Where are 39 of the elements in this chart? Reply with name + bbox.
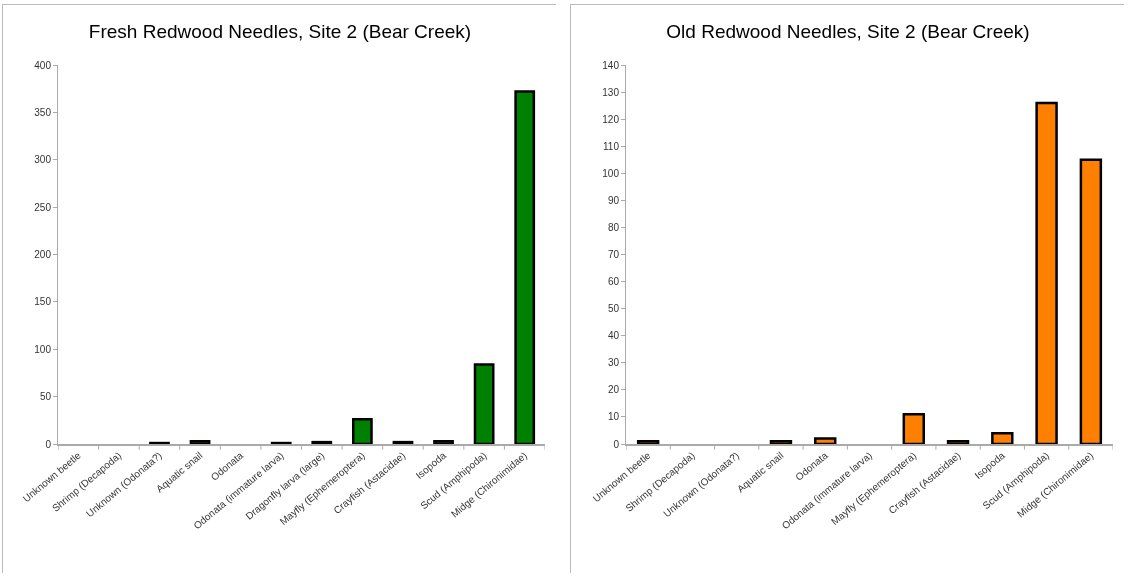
bar — [351, 418, 373, 444]
y-tick-label: 60 — [607, 276, 620, 288]
bar — [473, 363, 495, 444]
bar — [991, 431, 1014, 444]
bar — [1035, 101, 1058, 444]
y-tick-label: 50 — [607, 303, 620, 315]
y-tick-label: 140 — [602, 59, 620, 71]
y-tick-label: 30 — [607, 357, 620, 369]
bar — [769, 440, 793, 444]
y-tick-label: 400 — [34, 59, 52, 71]
bar — [902, 412, 925, 444]
y-tick-label: 110 — [603, 140, 620, 152]
y-tick-label: 100 — [602, 167, 620, 179]
y-tick-label: 0 — [613, 438, 620, 450]
bar — [189, 439, 211, 444]
y-tick-label: 40 — [607, 330, 620, 342]
y-tick-label: 0 — [45, 438, 52, 450]
bar — [433, 439, 454, 444]
chart-title: Fresh Redwood Needles, Site 2 (Bear Creek) — [88, 21, 472, 43]
bar — [1079, 158, 1103, 444]
y-tick-label: 200 — [34, 249, 52, 260]
bar — [946, 440, 970, 444]
y-tick-label: 300 — [34, 154, 52, 166]
y-tick-label: 70 — [607, 249, 620, 260]
y-tick-label: 90 — [607, 194, 620, 206]
y-tick-label: 80 — [607, 221, 620, 233]
y-tick-label: 50 — [39, 391, 52, 403]
chart-title: Old Redwood Needles, Site 2 (Bear Creek) — [666, 21, 1030, 43]
bar — [636, 440, 660, 444]
y-tick-label: 350 — [34, 106, 52, 118]
y-tick-label: 150 — [34, 296, 52, 308]
y-tick-label: 100 — [34, 343, 52, 355]
bar — [514, 90, 536, 444]
y-tick-label: 130 — [602, 86, 620, 98]
y-tick-label: 10 — [607, 411, 620, 423]
y-tick-label: 20 — [607, 384, 620, 396]
y-tick-label: 120 — [602, 113, 620, 125]
y-tick-label: 250 — [34, 201, 52, 213]
bar — [814, 437, 837, 444]
